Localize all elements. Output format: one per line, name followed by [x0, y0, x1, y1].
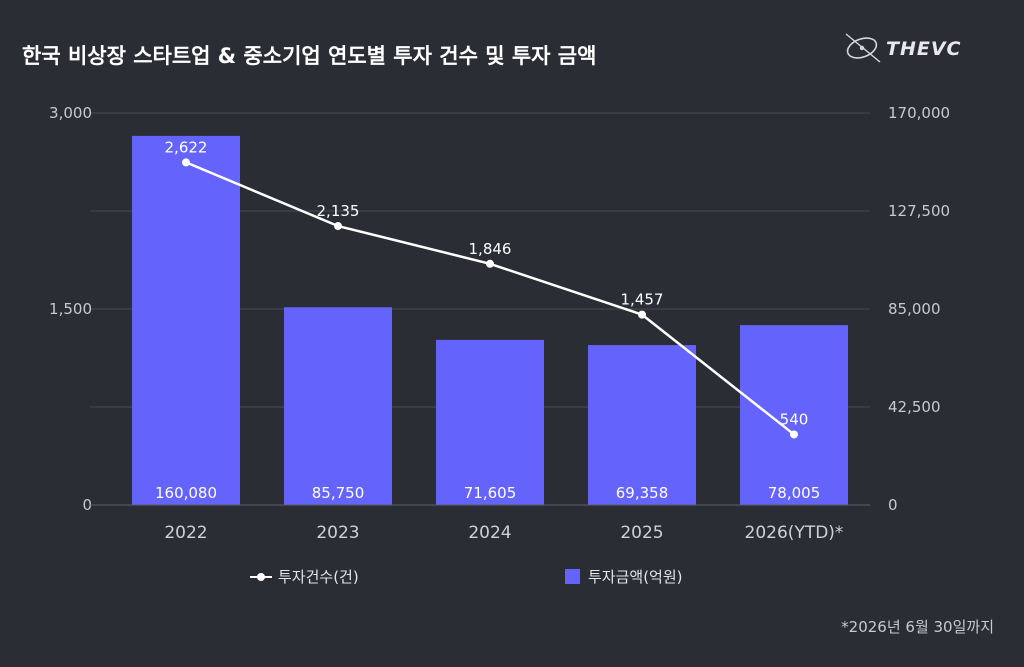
y-left-tick-label: 1,500: [49, 300, 92, 318]
legend: 투자건수(건) 투자금액(억원): [0, 566, 1024, 592]
line-point: [638, 310, 646, 319]
bar-value-label: 69,358: [616, 484, 669, 502]
x-tick-label: 2024: [468, 523, 511, 543]
line-point-label: 1,846: [469, 240, 512, 258]
y-right-tick-label: 85,000: [888, 300, 941, 318]
line-point-label: 540: [780, 410, 809, 428]
line-point-label: 1,457: [621, 291, 664, 309]
x-tick-label: 2022: [164, 523, 207, 543]
thevc-logo-icon: [845, 33, 881, 63]
legend-bar-symbol: [565, 569, 580, 584]
x-tick-label: 2025: [620, 523, 663, 543]
bar-value-label: 71,605: [464, 484, 517, 502]
y-right-tick-label: 0: [888, 496, 898, 514]
footnote: *2026년 6월 30일까지: [841, 618, 994, 636]
bar-value-label: 78,005: [768, 484, 821, 502]
bar-value-label: 160,080: [155, 484, 217, 502]
chart-title: 한국 비상장 스타트업 & 중소기업 연도별 투자 건수 및 투자 금액: [22, 44, 597, 68]
legend-line-label: 투자건수(건): [278, 568, 359, 586]
line-point-label: 2,135: [317, 202, 360, 220]
legend-bar-label: 투자금액(억원): [588, 568, 683, 586]
y-left-tick-label: 3,000: [49, 104, 92, 122]
line-point: [334, 222, 342, 231]
bar: [132, 135, 240, 505]
bar: [284, 307, 392, 505]
brand-name: THEVC: [886, 38, 962, 60]
bar: [740, 325, 848, 505]
bar: [588, 345, 696, 505]
line-point: [182, 158, 190, 167]
x-tick-label: 2023: [316, 523, 359, 543]
y-left-tick-label: 0: [82, 496, 92, 514]
line-point-label: 2,622: [165, 138, 208, 156]
line-point: [486, 259, 494, 268]
brand-logo: THEVC: [838, 30, 988, 66]
bar-value-label: 85,750: [312, 484, 365, 502]
bar: [436, 339, 544, 505]
combo-chart: 0 1,500 3,000 0 42,500 85,000 127,500 170,000 16…: [49, 104, 950, 543]
legend-item-bar: 투자금액(억원): [565, 566, 683, 587]
legend-item-line: 투자건수(건): [250, 566, 359, 587]
legend-line-symbol: [250, 570, 272, 584]
x-tick-label: 2026(YTD)*: [745, 523, 844, 543]
line-point: [790, 430, 798, 439]
y-right-tick-label: 127,500: [888, 202, 950, 220]
y-right-tick-label: 42,500: [888, 398, 941, 416]
y-right-tick-label: 170,000: [888, 104, 950, 122]
